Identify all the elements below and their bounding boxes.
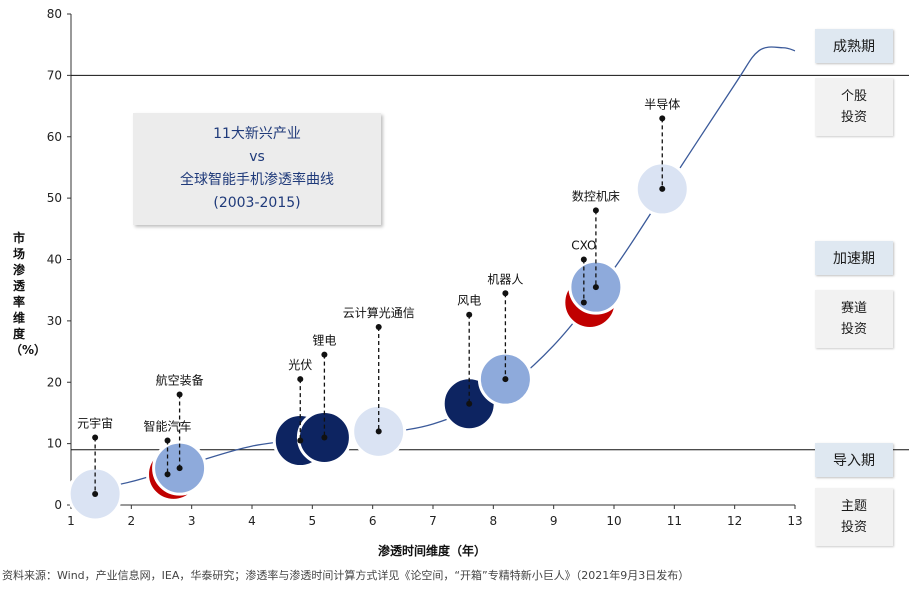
stage-acceleration-strategy-line-1: 赛道 (840, 301, 867, 316)
industry-label: 机器人 (487, 272, 523, 286)
label-anchor-dot (580, 256, 587, 263)
y-tick-label: 40 (47, 253, 62, 267)
y-tick-label: 0 (54, 498, 62, 512)
curve-point-dot (297, 437, 304, 444)
chart-title-box: 11大新兴产业 vs 全球智能手机渗透率曲线 (2003-2015) (133, 113, 381, 225)
x-tick-label: 10 (606, 514, 621, 528)
label-anchor-dot (592, 207, 599, 214)
x-tick-label: 11 (667, 514, 682, 528)
x-tick-label: 9 (550, 514, 558, 528)
y-tick-label: 70 (47, 68, 62, 82)
stage-intro-strategy: 主题 投资 (815, 488, 893, 546)
x-tick-label: 12 (727, 514, 742, 528)
y-tick-label: 20 (47, 375, 62, 389)
label-anchor-dot (297, 376, 304, 383)
curve-point-dot (176, 465, 183, 472)
industry-label: 光伏 (288, 358, 312, 372)
label-anchor-dot (466, 311, 473, 318)
industry-label: CXO (571, 239, 596, 253)
chart-title-line-1: 11大新兴产业 (213, 126, 301, 142)
industry-label: 元宇宙 (77, 415, 113, 430)
curve-point-dot (592, 284, 599, 291)
stage-mature-strategy-line-1: 个股 (840, 89, 867, 104)
curve-point-dot (164, 471, 171, 478)
stage-mature-label: 成熟期 (815, 29, 893, 63)
curve-point-dot (466, 400, 473, 407)
x-tick-label: 2 (128, 514, 136, 528)
stage-acceleration-strategy: 赛道 投资 (815, 290, 893, 348)
label-anchor-dot (92, 434, 99, 441)
stage-intro-strategy-line-2: 投资 (840, 520, 867, 535)
industry-label: 风电 (457, 294, 481, 308)
chart-title-line-4: (2003-2015) (213, 195, 301, 211)
chart-title-line-2: vs (249, 149, 265, 165)
x-tick-label: 3 (188, 514, 196, 528)
source-note: 资料来源：Wind，产业信息网，IEA，华泰研究；渗透率与渗透时间计算方式详见《… (2, 569, 690, 582)
stage-mature-strategy: 个股 投资 (815, 78, 893, 136)
label-anchor-dot (375, 324, 382, 331)
industry-label: 半导体 (644, 97, 680, 111)
x-axis-title: 渗透时间维度（年） (378, 543, 486, 558)
chart-title-line-3: 全球智能手机渗透率曲线 (180, 172, 334, 188)
industry-label: 数控机床 (572, 188, 620, 203)
curve-point-dot (92, 490, 99, 497)
label-anchor-dot (321, 351, 328, 358)
x-tick-label: 7 (429, 514, 437, 528)
label-anchor-dot (164, 437, 171, 444)
stage-acceleration-label: 加速期 (815, 241, 893, 275)
x-tick-label: 1 (67, 514, 75, 528)
reference-lines (71, 74, 909, 451)
stage-intro-label: 导入期 (815, 443, 893, 477)
y-tick-label: 60 (47, 130, 62, 144)
x-tick-label: 4 (248, 514, 256, 528)
stage-mature-strategy-line-2: 投资 (840, 110, 867, 125)
y-axis-title: 市场渗透率维度（%） (10, 231, 47, 357)
curve-point-dot (502, 376, 509, 383)
y-tick-label: 80 (47, 7, 62, 21)
label-anchor-dot (502, 290, 509, 297)
stage-acceleration-strategy-line-2: 投资 (840, 322, 867, 337)
curve-point-dot (375, 428, 382, 435)
x-tick-label: 13 (787, 514, 802, 528)
y-tick-label: 50 (47, 191, 62, 205)
curve-point-dot (580, 299, 587, 306)
industry-label: 锂电 (312, 333, 336, 348)
curve-point-dot (659, 185, 666, 192)
stage-intro-strategy-line-1: 主题 (840, 499, 867, 514)
label-anchor-dot (176, 391, 183, 398)
label-anchor-dot (659, 115, 666, 122)
x-tick-label: 8 (490, 514, 498, 528)
industry-label: 云计算光通信 (343, 305, 415, 320)
curve-point-dot (321, 434, 328, 441)
x-tick-label: 5 (309, 514, 317, 528)
industry-label: 航空装备 (156, 373, 204, 388)
y-tick-label: 10 (47, 437, 62, 451)
y-tick-label: 30 (47, 314, 62, 328)
industry-label: 智能汽车 (144, 419, 192, 434)
x-tick-label: 6 (369, 514, 377, 528)
